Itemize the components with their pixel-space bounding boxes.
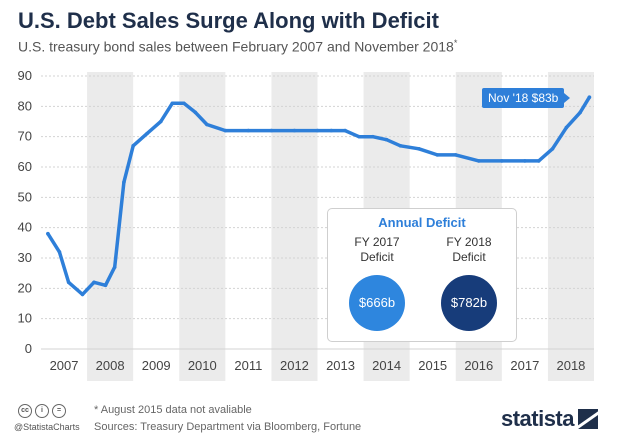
- data-point: [92, 280, 96, 285]
- data-point: [384, 137, 389, 142]
- statista-logo[interactable]: statista: [501, 406, 598, 432]
- data-point: [476, 159, 481, 163]
- fy2018-deficit-bubble: $782b: [441, 275, 497, 331]
- data-point: [193, 110, 198, 115]
- data-point: [131, 143, 135, 148]
- data-point: [223, 128, 228, 133]
- annual-deficit-box: Annual Deficit FY 2017 Deficit FY 2018 D…: [327, 208, 517, 342]
- x-tick-label: 2016: [464, 358, 493, 373]
- data-point: [66, 280, 71, 285]
- chart-title: U.S. Debt Sales Surge Along with Deficit: [18, 8, 439, 33]
- subtitle-text: U.S. treasury bond sales between Februar…: [18, 38, 454, 55]
- data-point: [122, 180, 126, 184]
- data-point: [315, 128, 320, 133]
- data-point: [435, 153, 440, 157]
- x-tick-label: 2007: [50, 358, 79, 373]
- y-tick-label: 80: [18, 98, 32, 113]
- sources-text: Sources: Treasury Department via Bloombe…: [94, 421, 362, 433]
- brand-wordmark: statista: [500, 406, 575, 431]
- subtitle-footnote-mark: *: [453, 38, 458, 48]
- x-tick-label: 2015: [418, 358, 447, 373]
- fy2017-label-year: FY 2017: [354, 235, 400, 249]
- x-tick-label: 2017: [510, 358, 539, 373]
- footnote: * August 2015 data not avaliable: [94, 404, 252, 416]
- data-point: [329, 128, 334, 133]
- fy2018-label: FY 2018 Deficit: [424, 235, 514, 265]
- data-point: [112, 265, 117, 269]
- fy2018-label-year: FY 2018: [446, 235, 492, 249]
- data-point: [205, 122, 209, 127]
- x-tick-label: 2011: [234, 358, 262, 373]
- fy2017-label-deficit: Deficit: [360, 250, 394, 264]
- footer: cc i = @StatistaCharts * August 2015 dat…: [0, 398, 618, 440]
- attribution-icon[interactable]: i: [35, 404, 49, 418]
- data-point: [170, 101, 175, 106]
- twitter-handle[interactable]: @StatistaCharts: [14, 422, 80, 432]
- year-band-2008: [87, 72, 134, 381]
- y-tick-label: 20: [18, 280, 32, 295]
- data-point: [145, 131, 149, 136]
- year-band-2012: [271, 72, 318, 381]
- data-point: [536, 159, 541, 163]
- data-point: [80, 292, 85, 297]
- data-point: [159, 119, 163, 124]
- cc-icon[interactable]: cc: [18, 404, 32, 418]
- data-point: [371, 134, 375, 139]
- data-point: [246, 128, 251, 133]
- deficit-box-title: Annual Deficit: [378, 215, 466, 230]
- line-chart: 0 10 20 30 40 50 60 70 80 90 2007 2008 2009 2010 2011 2…: [18, 68, 594, 381]
- x-tick-label: 2010: [188, 358, 217, 373]
- year-band-2010: [179, 72, 226, 381]
- data-point: [292, 128, 297, 133]
- fy2017-deficit-bubble: $666b: [349, 275, 405, 331]
- x-tick-label: 2013: [326, 358, 355, 373]
- y-tick-label: 0: [25, 341, 32, 356]
- x-tick-label: 2018: [556, 358, 585, 373]
- fy2017-label: FY 2017 Deficit: [332, 235, 422, 265]
- x-tick-label: 2012: [280, 358, 309, 373]
- data-point: [398, 143, 403, 148]
- y-tick-label: 60: [18, 159, 32, 174]
- latest-value-callout: Nov '18 $83b: [482, 88, 571, 108]
- data-point: [453, 153, 458, 157]
- y-tick-label: 90: [18, 68, 32, 83]
- data-point: [46, 231, 50, 236]
- data-point: [269, 128, 274, 133]
- data-point: [523, 159, 527, 163]
- x-tick-label: 2014: [372, 358, 401, 373]
- x-tick-label: 2009: [142, 358, 171, 373]
- data-point: [182, 101, 186, 106]
- y-tick-label: 50: [18, 189, 32, 204]
- y-tick-label: 30: [18, 250, 32, 265]
- y-tick-label: 40: [18, 220, 32, 235]
- data-point: [343, 128, 347, 133]
- year-band-2018: [547, 72, 594, 381]
- x-tick-label: 2008: [96, 358, 125, 373]
- fy2018-label-deficit: Deficit: [452, 250, 486, 264]
- data-point: [550, 147, 555, 151]
- data-point: [57, 250, 62, 254]
- statista-logo-icon: [578, 409, 598, 429]
- data-point: [357, 134, 361, 139]
- no-derivatives-icon[interactable]: =: [52, 404, 66, 418]
- data-point: [417, 147, 421, 151]
- y-tick-label: 10: [18, 311, 32, 326]
- data-point: [500, 159, 504, 163]
- license-icons: cc i =: [18, 404, 66, 418]
- y-tick-label: 70: [18, 129, 32, 144]
- data-point: [578, 110, 582, 115]
- data-point: [103, 283, 108, 288]
- data-point: [564, 125, 569, 130]
- data-point: [587, 95, 592, 100]
- chart-subtitle: U.S. treasury bond sales between Februar…: [18, 38, 457, 55]
